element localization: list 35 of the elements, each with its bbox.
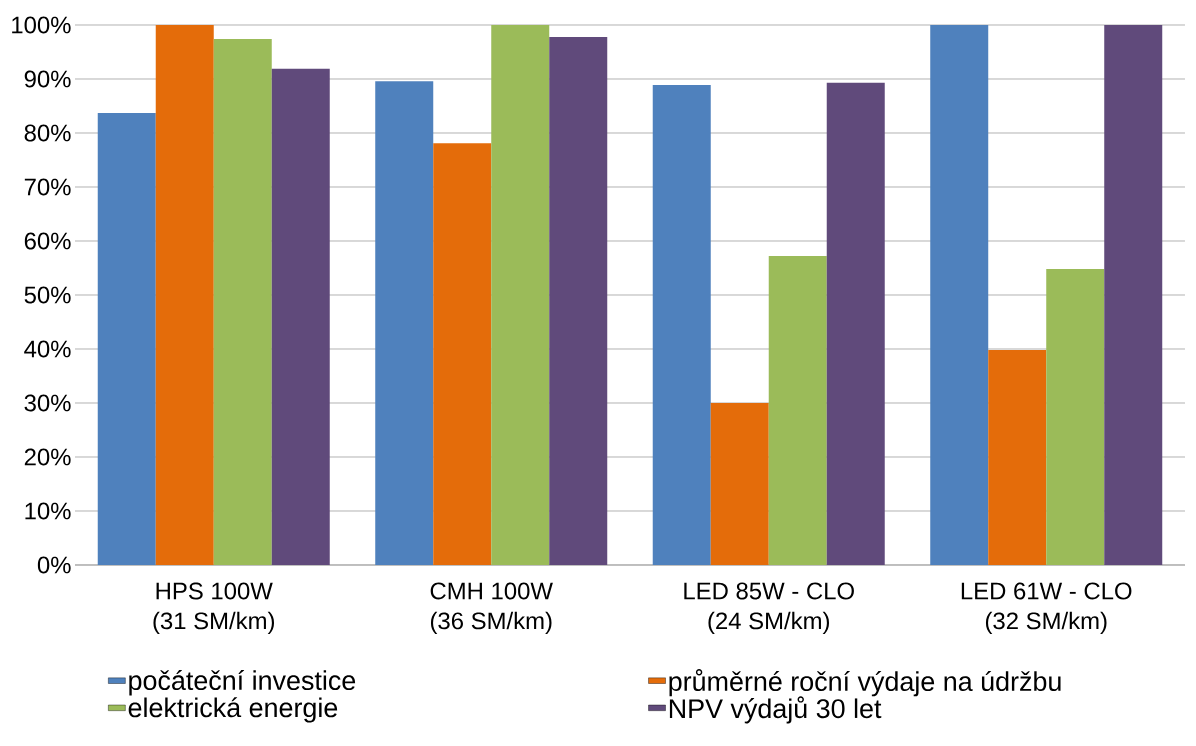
bar <box>1104 24 1163 565</box>
legend-label: NPV výdajů 30 let <box>669 696 882 724</box>
legend-label: počáteční investice <box>129 670 356 696</box>
bar <box>826 82 885 565</box>
x-tick-label: HPS 100W (31 SM/km) <box>153 582 275 635</box>
y-tick-label: 90% <box>24 70 71 88</box>
y-tick-label: 30% <box>24 394 71 412</box>
y-tick-label: 70% <box>24 178 71 196</box>
bar <box>1046 269 1105 565</box>
bar <box>768 256 827 565</box>
y-tick-label: 20% <box>24 448 71 466</box>
y-tick-label: 60% <box>24 232 71 250</box>
x-tick-label: LED 85W - CLO (24 SM/km) <box>684 582 854 635</box>
bar <box>930 24 989 565</box>
legend-label: průměrné roční výdaje na údržbu <box>669 669 1061 697</box>
bar <box>97 113 156 565</box>
bar <box>491 24 550 565</box>
bar <box>433 143 492 565</box>
bar <box>652 84 711 565</box>
y-tick-label: 80% <box>24 124 71 142</box>
y-tick-label: 40% <box>24 340 71 358</box>
y-tick-label: 0% <box>37 556 71 574</box>
bar <box>988 350 1047 565</box>
bar <box>271 68 330 565</box>
y-tick-label: 10% <box>25 502 71 520</box>
y-tick-label: 100% <box>12 16 71 34</box>
bar <box>710 403 769 565</box>
y-tick-label: 50% <box>24 286 71 304</box>
bar <box>375 81 434 565</box>
legend-label: elektrická energie <box>128 697 338 723</box>
bar <box>549 36 608 565</box>
x-tick-label: LED 61W - CLO (32 SM/km) <box>961 582 1132 635</box>
x-tick-label: CMH 100W (36 SM/km) <box>430 582 553 635</box>
bar <box>213 39 272 565</box>
bar <box>155 24 214 565</box>
